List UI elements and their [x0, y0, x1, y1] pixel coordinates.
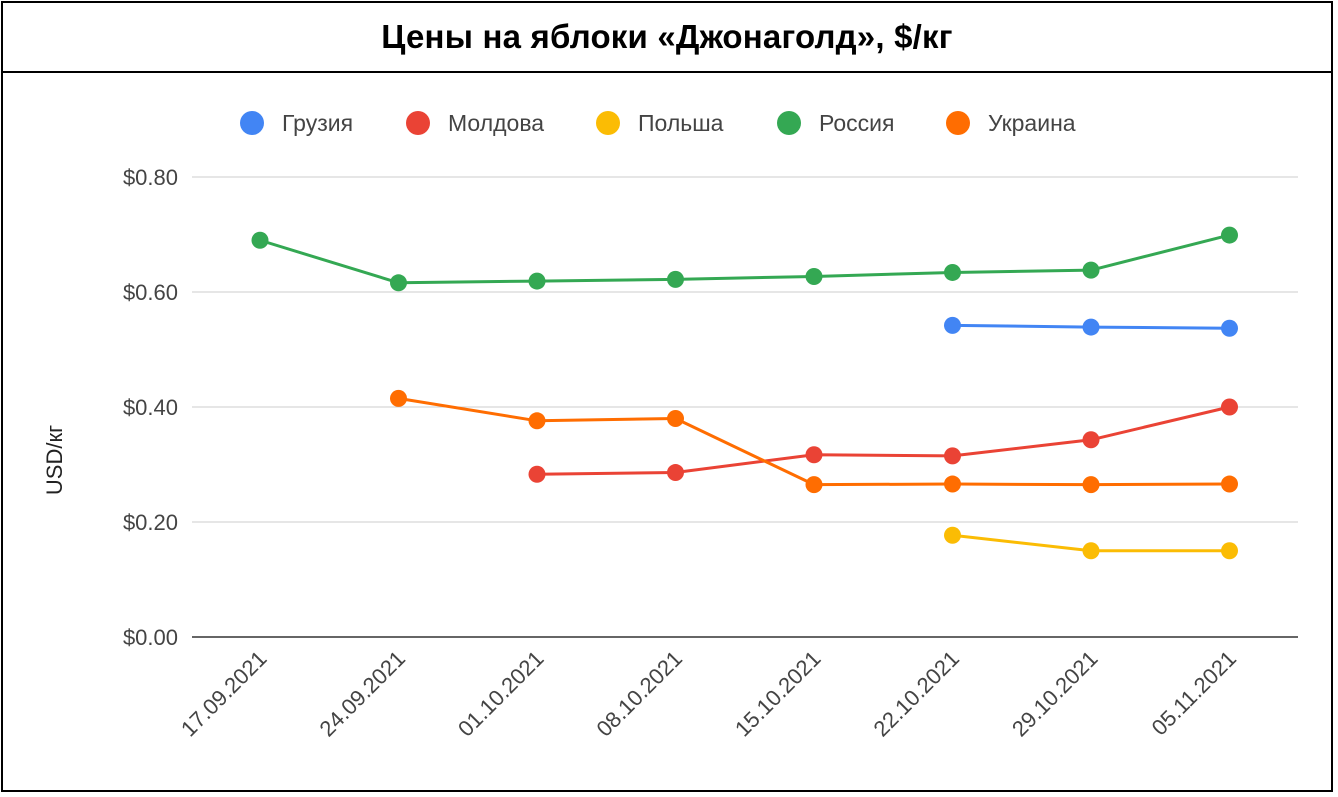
series-line — [535, 405, 1231, 476]
legend-marker — [777, 111, 801, 135]
data-point — [944, 526, 961, 544]
y-tick-label: $0.00 — [123, 625, 178, 650]
data-point — [1082, 261, 1100, 279]
data-point — [1221, 398, 1238, 416]
data-point — [1082, 431, 1100, 449]
x-tick-label: 29.10.2021 — [1007, 646, 1103, 742]
data-point — [390, 389, 407, 407]
legend-label: Грузия — [282, 110, 353, 136]
data-point — [528, 272, 546, 290]
y-tick-label: $0.40 — [123, 395, 178, 420]
y-tick-label: $0.60 — [123, 280, 178, 305]
data-point — [390, 274, 407, 292]
chart-title: Цены на яблоки «Джонаголд», $/кг — [381, 18, 953, 55]
x-tick-label: 05.11.2021 — [1147, 646, 1241, 740]
data-point — [944, 475, 961, 493]
data-point — [1221, 542, 1238, 560]
series-layer — [251, 226, 1238, 560]
legend-marker — [240, 111, 264, 135]
x-tick-label: 01.10.2021 — [453, 646, 549, 742]
data-point — [528, 465, 546, 483]
data-point — [1221, 475, 1238, 493]
data-point — [1082, 542, 1100, 560]
data-point — [667, 464, 684, 482]
y-axis-ticks: $0.00 $0.20 $0.40 $0.60 $0.80 — [123, 165, 178, 650]
x-tick-label: 22.10.2021 — [868, 646, 964, 742]
series — [944, 526, 1238, 560]
data-point — [1221, 226, 1238, 244]
data-point — [1082, 476, 1100, 494]
data-point — [528, 412, 546, 430]
data-point — [667, 270, 684, 288]
series — [390, 389, 1238, 494]
data-point — [805, 267, 823, 285]
data-point — [944, 447, 961, 465]
series — [944, 316, 1238, 337]
legend-label: Украина — [988, 110, 1076, 136]
series-line — [397, 396, 1231, 487]
title-bar: Цены на яблоки «Джонаголд», $/кг — [3, 3, 1331, 73]
legend: Грузия Молдова Польша Россия Украина — [240, 110, 1076, 136]
series — [251, 226, 1238, 292]
x-tick-label: 08.10.2021 — [591, 646, 687, 742]
x-tick-label: 17.09.2021 — [176, 646, 272, 742]
data-point — [251, 231, 269, 249]
x-tick-label: 15.10.2021 — [730, 646, 826, 742]
series-line — [258, 233, 1231, 285]
legend-label: Россия — [819, 110, 894, 136]
data-point — [805, 476, 823, 494]
x-tick-label: 24.09.2021 — [314, 646, 410, 742]
data-point — [805, 446, 823, 464]
legend-marker — [596, 111, 620, 135]
legend-label: Молдова — [448, 110, 544, 136]
y-axis-title: USD/кг — [42, 425, 67, 495]
data-point — [944, 316, 961, 334]
x-axis-ticks: 17.09.2021 24.09.2021 01.10.2021 08.10.2021… — [176, 646, 1241, 742]
series — [528, 398, 1238, 483]
y-tick-label: $0.80 — [123, 165, 178, 190]
legend-label: Польша — [638, 110, 724, 136]
data-point — [944, 263, 961, 281]
legend-marker — [946, 111, 970, 135]
y-tick-label: $0.20 — [123, 510, 178, 535]
data-point — [1221, 319, 1238, 337]
data-point — [1082, 318, 1100, 336]
gridlines — [192, 176, 1298, 638]
legend-marker — [406, 111, 430, 135]
data-point — [667, 410, 684, 427]
